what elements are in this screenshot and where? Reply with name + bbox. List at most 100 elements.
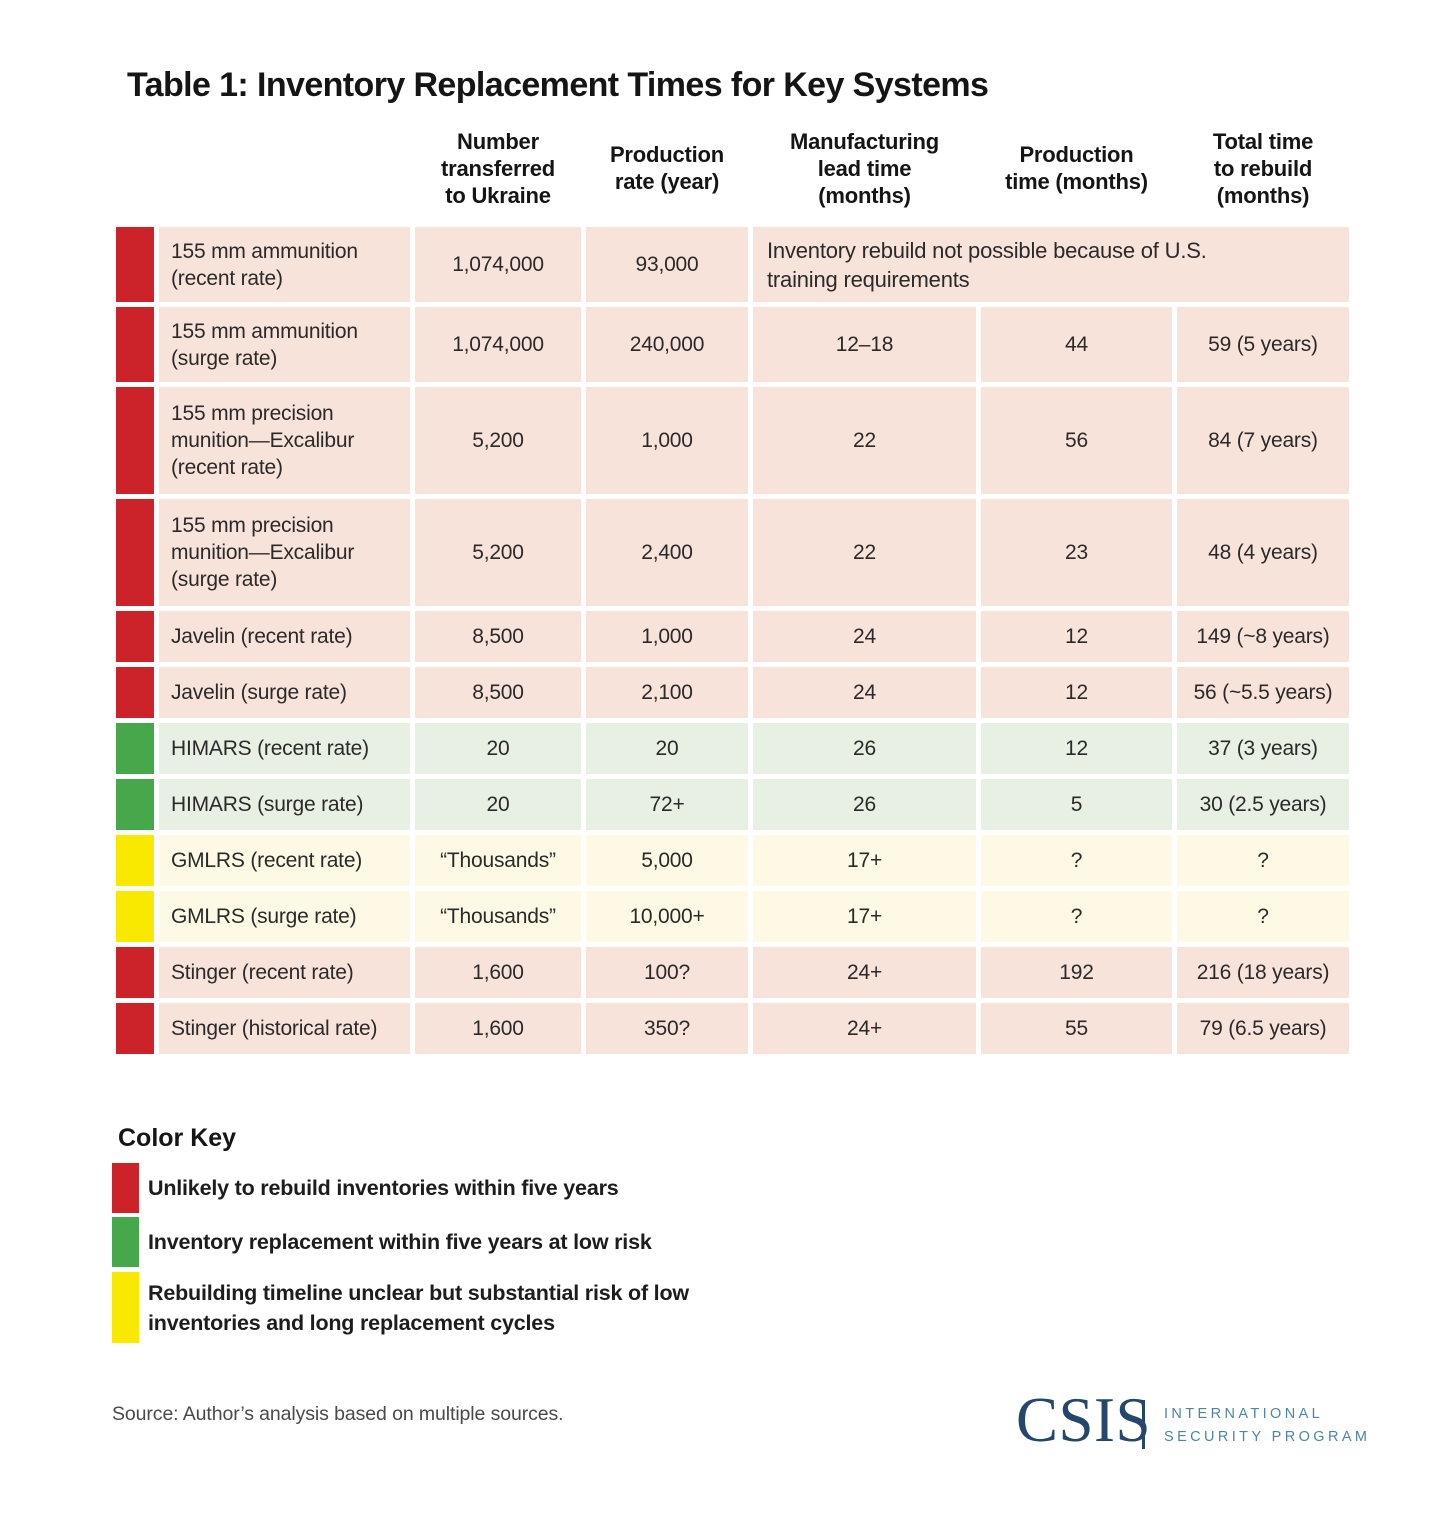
production-time-cell: ?: [981, 835, 1172, 886]
lead-time-cell: 24+: [753, 947, 976, 998]
number-transferred-cell: 8,500: [415, 611, 581, 662]
lead-time-cell: 24: [753, 667, 976, 718]
green-key-swatch: [112, 1217, 139, 1267]
system-name-cell: 155 mm ammunition (surge rate): [159, 307, 410, 382]
number-transferred-cell: 20: [415, 779, 581, 830]
total-time-cell: ?: [1177, 835, 1349, 886]
status-swatch-green: [116, 723, 154, 774]
number-transferred-cell: 1,600: [415, 1003, 581, 1054]
color-key-item-yellow: Rebuilding timeline unclear but substant…: [112, 1272, 689, 1343]
lead-time-cell: 24+: [753, 1003, 976, 1054]
number-transferred-cell: 1,074,000: [415, 227, 581, 302]
merged-note-cell: Inventory rebuild not possible because o…: [753, 227, 1349, 302]
status-swatch-yellow: [116, 891, 154, 942]
total-time-cell: 216 (18 years): [1177, 947, 1349, 998]
system-name-cell: Javelin (recent rate): [159, 611, 410, 662]
red-key-label: Unlikely to rebuild inventories within f…: [148, 1176, 619, 1200]
production-rate-cell: 2,100: [586, 667, 748, 718]
lead-time-cell: 22: [753, 499, 976, 606]
csis-logo: CSIS: [1016, 1385, 1152, 1455]
number-transferred-cell: 1,600: [415, 947, 581, 998]
status-swatch-red: [116, 307, 154, 382]
number-transferred-cell: 5,200: [415, 499, 581, 606]
source-note: Source: Author’s analysis based on multi…: [112, 1403, 564, 1425]
status-swatch-yellow: [116, 835, 154, 886]
number-transferred-cell: 1,074,000: [415, 307, 581, 382]
total-time-cell: 79 (6.5 years): [1177, 1003, 1349, 1054]
lead-time-cell: 26: [753, 779, 976, 830]
csis-program-line2: SECURITY PROGRAM: [1164, 1429, 1371, 1445]
page-title: Table 1: Inventory Replacement Times for…: [127, 66, 989, 104]
column-header-production-rate: Production rate (year): [609, 142, 725, 194]
total-time-cell: 59 (5 years): [1177, 307, 1349, 382]
color-key-item-green: Inventory replacement within five years …: [112, 1217, 652, 1267]
status-swatch-red: [116, 947, 154, 998]
system-name-cell: Stinger (historical rate): [159, 1003, 410, 1054]
production-time-cell: 56: [981, 387, 1172, 494]
green-key-label: Inventory replacement within five years …: [148, 1230, 652, 1254]
status-swatch-red: [116, 1003, 154, 1054]
lead-time-cell: 17+: [753, 891, 976, 942]
total-time-cell: 149 (~8 years): [1177, 611, 1349, 662]
csis-logo-divider: [1142, 1400, 1145, 1449]
status-swatch-red: [116, 227, 154, 302]
production-time-cell: 192: [981, 947, 1172, 998]
yellow-key-swatch: [112, 1272, 139, 1343]
table-header-row: Number transferred to Ukraine Production…: [116, 116, 1349, 220]
production-rate-cell: 93,000: [586, 227, 748, 302]
column-header-production-time: Production time (months): [1005, 142, 1148, 194]
total-time-cell: 48 (4 years): [1177, 499, 1349, 606]
production-time-cell: 44: [981, 307, 1172, 382]
number-transferred-cell: “Thousands”: [415, 891, 581, 942]
status-swatch-red: [116, 667, 154, 718]
system-name-cell: HIMARS (recent rate): [159, 723, 410, 774]
production-rate-cell: 20: [586, 723, 748, 774]
production-time-cell: 12: [981, 667, 1172, 718]
total-time-cell: 56 (~5.5 years): [1177, 667, 1349, 718]
production-time-cell: 55: [981, 1003, 1172, 1054]
number-transferred-cell: “Thousands”: [415, 835, 581, 886]
yellow-key-label: Rebuilding timeline unclear but substant…: [148, 1280, 689, 1335]
inventory-table-body: 155 mm ammunition (recent rate) 1,074,000…: [116, 227, 1349, 1054]
lead-time-cell: 17+: [753, 835, 976, 886]
production-time-cell: 23: [981, 499, 1172, 606]
lead-time-cell: 22: [753, 387, 976, 494]
production-time-cell: 12: [981, 611, 1172, 662]
status-swatch-red: [116, 499, 154, 606]
production-rate-cell: 2,400: [586, 499, 748, 606]
production-time-cell: 12: [981, 723, 1172, 774]
csis-program-name: INTERNATIONAL SECURITY PROGRAM: [1164, 1403, 1370, 1449]
red-key-swatch: [112, 1163, 139, 1213]
lead-time-cell: 12–18: [753, 307, 976, 382]
column-header-manufacturing-lead-time: Manufacturing lead time (months): [790, 128, 939, 208]
column-header-number-transferred: Number transferred to Ukraine: [441, 128, 555, 208]
csis-program-line1: INTERNATIONAL: [1164, 1406, 1324, 1422]
production-rate-cell: 1,000: [586, 387, 748, 494]
lead-time-cell: 26: [753, 723, 976, 774]
system-name-cell: GMLRS (recent rate): [159, 835, 410, 886]
total-time-cell: 37 (3 years): [1177, 723, 1349, 774]
production-rate-cell: 72+: [586, 779, 748, 830]
production-rate-cell: 1,000: [586, 611, 748, 662]
color-key-item-red: Unlikely to rebuild inventories within f…: [112, 1163, 619, 1213]
status-swatch-red: [116, 611, 154, 662]
production-rate-cell: 100?: [586, 947, 748, 998]
number-transferred-cell: 8,500: [415, 667, 581, 718]
lead-time-cell: 24: [753, 611, 976, 662]
column-header-total-time: Total time to rebuild (months): [1212, 128, 1314, 208]
system-name-cell: HIMARS (surge rate): [159, 779, 410, 830]
system-name-cell: 155 mm precision munition—Excalibur (rec…: [159, 387, 410, 494]
total-time-cell: 84 (7 years): [1177, 387, 1349, 494]
system-name-cell: 155 mm precision munition—Excalibur (sur…: [159, 499, 410, 606]
production-rate-cell: 5,000: [586, 835, 748, 886]
status-swatch-green: [116, 779, 154, 830]
total-time-cell: 30 (2.5 years): [1177, 779, 1349, 830]
color-key-heading: Color Key: [118, 1124, 237, 1152]
production-time-cell: 5: [981, 779, 1172, 830]
production-time-cell: ?: [981, 891, 1172, 942]
system-name-cell: Stinger (recent rate): [159, 947, 410, 998]
number-transferred-cell: 5,200: [415, 387, 581, 494]
system-name-cell: 155 mm ammunition (recent rate): [159, 227, 410, 302]
total-time-cell: ?: [1177, 891, 1349, 942]
